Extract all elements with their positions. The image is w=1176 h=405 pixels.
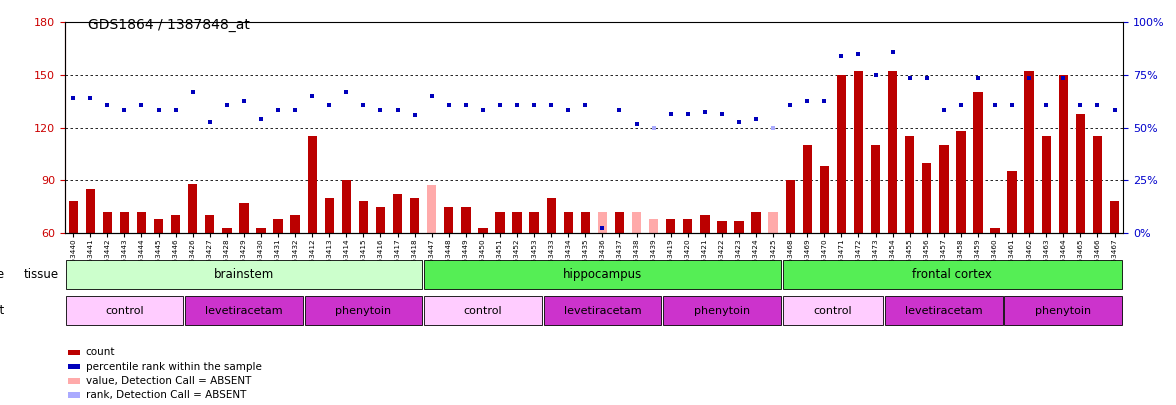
Bar bbox=[290, 215, 300, 233]
Bar bbox=[305, 296, 422, 326]
Bar bbox=[782, 296, 883, 326]
Bar bbox=[663, 296, 781, 326]
Bar bbox=[307, 136, 316, 233]
Text: hippocampus: hippocampus bbox=[563, 268, 642, 281]
Bar bbox=[1058, 75, 1068, 233]
Bar bbox=[717, 221, 727, 233]
Bar bbox=[974, 92, 983, 233]
Bar bbox=[120, 212, 129, 233]
Bar bbox=[427, 185, 436, 233]
Bar bbox=[425, 260, 781, 289]
Bar bbox=[273, 219, 282, 233]
Bar bbox=[615, 212, 624, 233]
Text: percentile rank within the sample: percentile rank within the sample bbox=[86, 362, 262, 371]
Bar bbox=[393, 194, 402, 233]
Bar bbox=[188, 184, 198, 233]
Text: brainstem: brainstem bbox=[214, 268, 274, 281]
Bar bbox=[940, 145, 949, 233]
Bar bbox=[342, 180, 352, 233]
Text: control: control bbox=[814, 306, 853, 316]
Bar bbox=[884, 296, 1003, 326]
Bar bbox=[1004, 296, 1122, 326]
Bar bbox=[410, 198, 420, 233]
Bar bbox=[529, 212, 539, 233]
Bar bbox=[782, 260, 1122, 289]
Bar bbox=[256, 228, 266, 233]
Bar bbox=[102, 212, 112, 233]
Bar bbox=[751, 212, 761, 233]
Bar bbox=[325, 198, 334, 233]
Bar bbox=[854, 71, 863, 233]
Bar bbox=[495, 212, 505, 233]
Bar bbox=[666, 219, 675, 233]
Bar bbox=[66, 260, 422, 289]
Text: control: control bbox=[105, 306, 143, 316]
Bar bbox=[445, 207, 454, 233]
Bar bbox=[563, 212, 573, 233]
Text: rank, Detection Call = ABSENT: rank, Detection Call = ABSENT bbox=[86, 390, 246, 400]
Bar bbox=[1076, 113, 1085, 233]
Text: tissue: tissue bbox=[24, 268, 59, 281]
Text: levetiracetam: levetiracetam bbox=[563, 306, 641, 316]
Text: levetiracetam: levetiracetam bbox=[205, 306, 282, 316]
Bar bbox=[990, 228, 1000, 233]
Text: phenytoin: phenytoin bbox=[694, 306, 750, 316]
Text: agent: agent bbox=[0, 304, 5, 318]
Bar bbox=[1008, 171, 1017, 233]
Bar bbox=[376, 207, 386, 233]
Bar bbox=[632, 212, 641, 233]
Bar bbox=[513, 212, 522, 233]
Bar bbox=[820, 166, 829, 233]
Bar bbox=[86, 189, 95, 233]
Bar bbox=[154, 219, 163, 233]
Bar bbox=[649, 219, 659, 233]
Bar bbox=[836, 75, 846, 233]
Bar bbox=[479, 228, 488, 233]
Bar bbox=[922, 163, 931, 233]
Bar bbox=[597, 212, 607, 233]
Text: phenytoin: phenytoin bbox=[335, 306, 392, 316]
Bar bbox=[871, 145, 881, 233]
Bar bbox=[734, 221, 743, 233]
Text: GDS1864 / 1387848_at: GDS1864 / 1387848_at bbox=[88, 18, 250, 32]
Bar bbox=[700, 215, 709, 233]
Bar bbox=[786, 180, 795, 233]
Bar bbox=[802, 145, 811, 233]
Bar bbox=[906, 136, 915, 233]
Bar bbox=[547, 198, 556, 233]
Bar bbox=[66, 296, 183, 326]
Bar bbox=[1024, 71, 1034, 233]
Bar bbox=[222, 228, 232, 233]
Bar bbox=[359, 201, 368, 233]
Bar bbox=[1042, 136, 1051, 233]
Bar bbox=[461, 207, 470, 233]
Bar bbox=[543, 296, 661, 326]
Bar bbox=[425, 296, 542, 326]
Bar bbox=[171, 215, 180, 233]
Bar bbox=[581, 212, 590, 233]
Text: frontal cortex: frontal cortex bbox=[913, 268, 993, 281]
Text: count: count bbox=[86, 347, 115, 357]
Bar bbox=[1110, 201, 1120, 233]
Bar bbox=[768, 212, 777, 233]
Bar bbox=[185, 296, 302, 326]
Bar bbox=[239, 203, 248, 233]
Bar bbox=[205, 215, 214, 233]
Bar bbox=[956, 131, 965, 233]
Bar bbox=[888, 71, 897, 233]
Text: phenytoin: phenytoin bbox=[1035, 306, 1091, 316]
Bar bbox=[683, 219, 693, 233]
Text: value, Detection Call = ABSENT: value, Detection Call = ABSENT bbox=[86, 376, 252, 386]
Bar bbox=[68, 201, 78, 233]
Text: levetiracetam: levetiracetam bbox=[906, 306, 983, 316]
Text: control: control bbox=[463, 306, 502, 316]
Bar bbox=[1093, 136, 1102, 233]
Bar bbox=[136, 212, 146, 233]
Text: tissue: tissue bbox=[0, 268, 5, 281]
